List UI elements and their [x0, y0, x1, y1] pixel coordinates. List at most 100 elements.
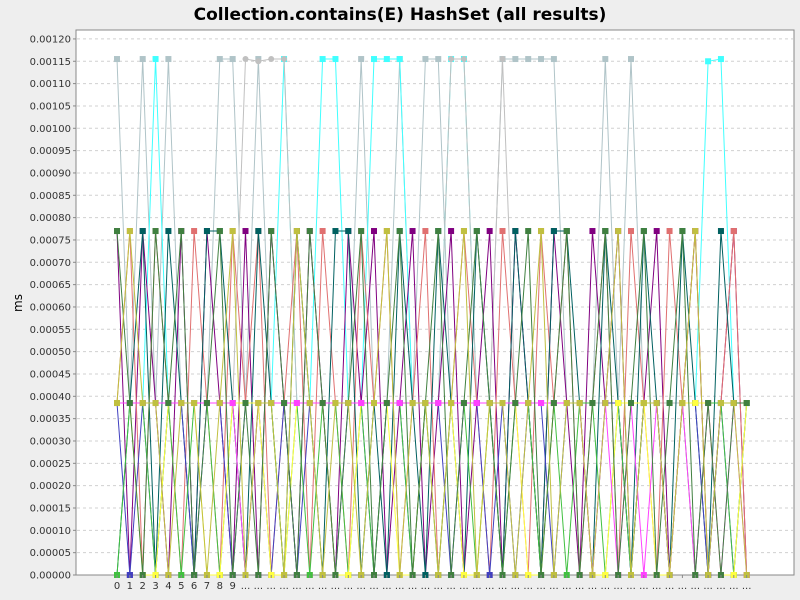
y-tick-label: 0.00040 [30, 392, 71, 403]
data-point [191, 228, 198, 235]
y-tick-label: 0.00030 [30, 436, 71, 447]
y-tick-label: 0.00075 [30, 235, 71, 246]
x-tick-label: ... [485, 581, 495, 592]
x-tick-label: ... [665, 581, 675, 592]
data-point [255, 58, 262, 65]
data-point [717, 400, 724, 407]
data-point [396, 400, 403, 407]
x-tick-label: ... [279, 581, 289, 592]
data-point [358, 228, 365, 235]
x-tick-label: ... [549, 581, 559, 592]
data-point [460, 56, 467, 63]
data-point [640, 228, 647, 235]
y-axis: 0.00000 0.00005 0.00010 0.00015 0.00020 0.000… [30, 34, 76, 582]
data-point [319, 56, 326, 63]
data-point [499, 56, 506, 63]
x-tick-label: ... [292, 581, 302, 592]
x-tick-label: ... [639, 581, 649, 592]
data-point [589, 228, 596, 235]
data-point [435, 56, 442, 63]
data-point [602, 228, 609, 235]
data-point [448, 400, 455, 407]
y-tick-label: 0.00045 [30, 369, 71, 380]
data-point [576, 400, 583, 407]
x-tick-label: ... [523, 581, 533, 592]
data-point [512, 400, 519, 407]
data-point [139, 228, 146, 235]
x-tick-label: ... [742, 581, 752, 592]
grid-lines [77, 38, 793, 554]
data-point [203, 228, 210, 235]
data-point [178, 400, 185, 407]
data-point [306, 228, 313, 235]
data-point [383, 228, 390, 235]
data-point [358, 400, 365, 407]
x-tick-label: ... [652, 581, 662, 592]
data-point [692, 400, 699, 407]
data-point [666, 228, 673, 235]
data-point [229, 400, 236, 407]
x-tick-label: ... [716, 581, 726, 592]
data-point [666, 400, 673, 407]
x-tick-label: 5 [178, 581, 184, 592]
x-tick-label: 3 [152, 581, 158, 592]
y-tick-label: 0.00105 [30, 101, 71, 112]
data-point [126, 400, 133, 407]
data-point [743, 400, 750, 407]
data-point [486, 228, 493, 235]
data-point [435, 400, 442, 407]
x-tick-label: 8 [217, 581, 223, 592]
data-point [615, 228, 622, 235]
y-tick-label: 0.00035 [30, 414, 71, 425]
data-point [435, 228, 442, 235]
data-point [152, 228, 159, 235]
data-point [332, 400, 339, 407]
y-tick-label: 0.00010 [30, 526, 71, 537]
data-point [139, 56, 146, 63]
data-point [281, 400, 288, 407]
y-tick-label: 0.00070 [30, 258, 71, 269]
data-point [653, 228, 660, 235]
data-point [114, 56, 120, 63]
y-tick-label: 0.00020 [30, 481, 71, 492]
data-point [705, 58, 712, 65]
data-point [293, 228, 300, 235]
data-point [422, 56, 429, 63]
data-point [165, 56, 172, 63]
data-point [460, 228, 467, 235]
x-tick-label: ... [588, 581, 598, 592]
data-point [268, 400, 275, 407]
data-point [191, 400, 198, 407]
data-point [717, 56, 724, 63]
data-point [512, 228, 519, 235]
chart-title: Collection.contains(E) HashSet (all resu… [194, 5, 607, 25]
data-point [268, 56, 275, 63]
y-tick-label: 0.00095 [30, 146, 71, 157]
x-tick-label: 1 [127, 581, 133, 592]
x-tick-label: 9 [229, 581, 235, 592]
data-point [615, 400, 622, 407]
data-point [563, 400, 570, 407]
data-point [216, 228, 223, 235]
x-tick-label: 6 [191, 581, 197, 592]
y-tick-label: 0.00055 [30, 325, 71, 336]
data-point [628, 400, 634, 407]
x-tick-label: ... [331, 581, 341, 592]
x-tick-label: ... [254, 581, 264, 592]
data-point [628, 56, 634, 63]
x-tick-label: ... [241, 581, 251, 592]
data-point [358, 56, 365, 63]
y-tick-label: 0.00115 [30, 57, 71, 68]
data-point [371, 56, 377, 63]
data-point [319, 400, 326, 407]
y-tick-label: 0.00065 [30, 280, 71, 291]
data-point [679, 400, 686, 407]
data-point [538, 400, 545, 407]
data-point [345, 400, 352, 407]
data-point [114, 228, 120, 235]
data-point [730, 400, 737, 407]
data-point [139, 400, 146, 407]
data-point [692, 228, 699, 235]
data-point [165, 228, 172, 235]
